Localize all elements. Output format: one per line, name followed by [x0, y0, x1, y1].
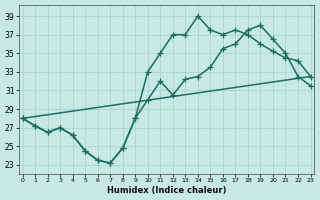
X-axis label: Humidex (Indice chaleur): Humidex (Indice chaleur) [107, 186, 226, 195]
